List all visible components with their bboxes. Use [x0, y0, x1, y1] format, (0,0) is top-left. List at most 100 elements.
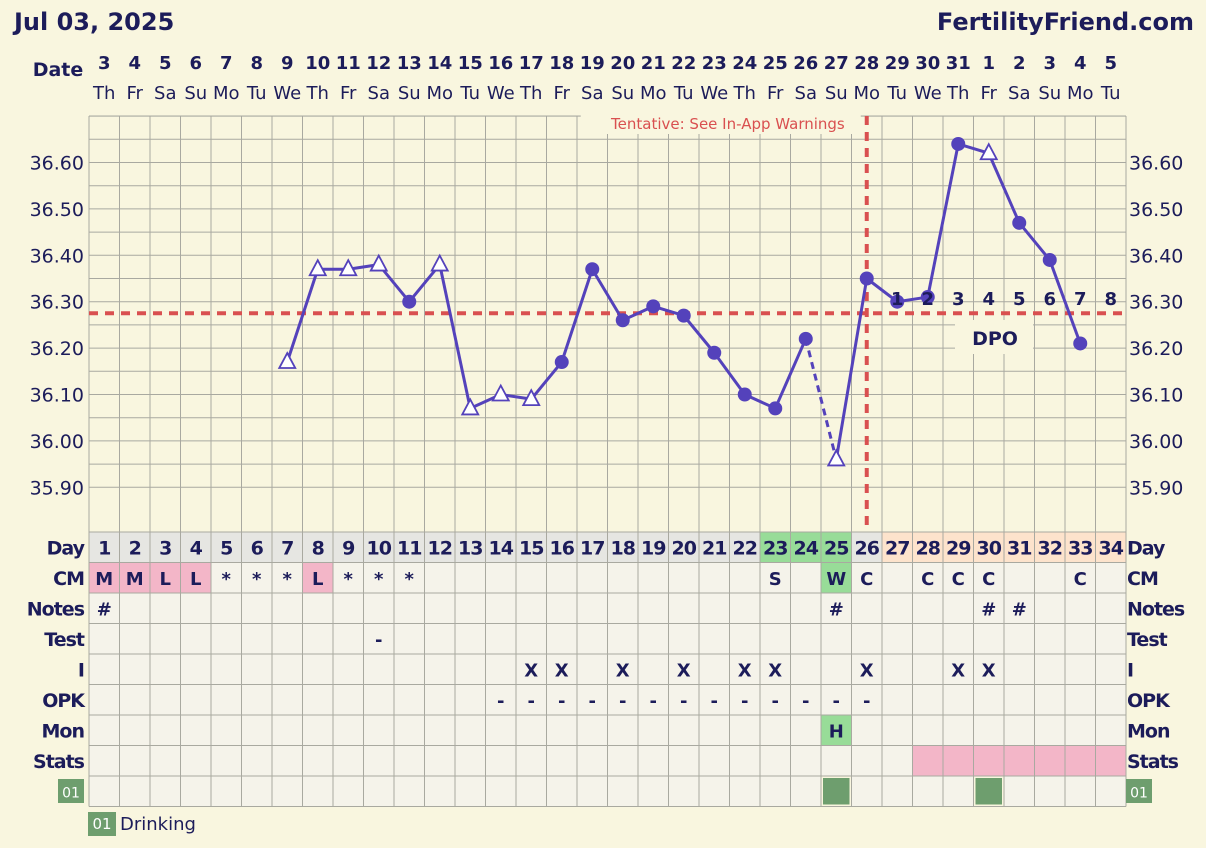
cell-intercourse: X	[555, 660, 569, 681]
table-cell	[1095, 562, 1126, 593]
table-cell	[699, 715, 730, 746]
table-cell	[272, 623, 303, 654]
table-cell	[882, 776, 913, 807]
table-cell	[1034, 776, 1065, 807]
table-cell	[607, 623, 638, 654]
temp-point-open	[460, 397, 480, 416]
table-cell	[943, 776, 974, 807]
cell-opk: -	[802, 691, 809, 712]
table-cell	[455, 745, 486, 776]
table-cell	[790, 776, 821, 807]
table-cell	[851, 654, 882, 685]
table-cell	[790, 562, 821, 593]
table-cell	[211, 776, 242, 807]
temp-line	[590, 268, 625, 322]
table-cell	[577, 745, 608, 776]
weekday-label: Sa	[795, 83, 817, 104]
temp-point-open	[277, 351, 297, 369]
table-cell	[851, 776, 882, 807]
weekday-label: Fr	[127, 83, 144, 104]
date-label: 30	[915, 53, 940, 74]
temp-point	[585, 262, 600, 277]
table-cell	[211, 654, 242, 685]
temp-point-open	[491, 383, 511, 402]
table-cell	[455, 684, 486, 715]
custom-legend: 01 Drinking	[88, 812, 196, 836]
y-tick-label-right: 36.40	[1129, 245, 1183, 267]
table-cell	[211, 623, 242, 654]
temp-point	[402, 294, 417, 309]
date-label: 10	[305, 53, 330, 74]
table-cell	[851, 532, 882, 563]
weekday-label: We	[487, 83, 515, 104]
table-cell	[302, 593, 333, 624]
table-cell	[943, 715, 974, 746]
table-cell	[180, 623, 211, 654]
table-cell	[394, 623, 425, 654]
table-cell	[760, 623, 791, 654]
cell-day: 21	[702, 537, 726, 559]
table-cell	[302, 745, 333, 776]
table-cell	[394, 776, 425, 807]
table-cell	[363, 532, 394, 563]
table-cell	[973, 532, 1004, 563]
date-label: 17	[519, 53, 544, 74]
table-cell	[943, 623, 974, 654]
temp-line	[987, 152, 1021, 224]
table-cell	[150, 715, 181, 746]
table-cell	[89, 776, 120, 807]
table-cell	[424, 745, 455, 776]
date-label: 22	[671, 53, 696, 74]
table-cell	[638, 776, 669, 807]
table-cell	[1004, 776, 1035, 807]
table-cell	[455, 654, 486, 685]
cell-cm: L	[190, 569, 201, 590]
cell-opk: -	[680, 691, 687, 712]
y-tick-label-left: 36.50	[30, 199, 84, 221]
weekday-label: Mo	[213, 83, 240, 104]
table-cell	[790, 532, 821, 563]
table-cell	[699, 684, 730, 715]
table-cell	[823, 778, 850, 805]
custom-code-left: 01	[62, 785, 80, 801]
table-cell	[241, 562, 272, 593]
table-cell	[424, 623, 455, 654]
table-cell	[851, 715, 882, 746]
table-cell	[180, 593, 211, 624]
date-label: 18	[549, 53, 574, 74]
dpo-number: 6	[1043, 289, 1056, 310]
cell-opk: -	[589, 691, 596, 712]
cell-cm: M	[95, 569, 113, 590]
table-cell	[180, 745, 211, 776]
table-cell	[180, 532, 211, 563]
table-cell	[89, 715, 120, 746]
date-label: 28	[854, 53, 879, 74]
cell-cm: *	[222, 569, 232, 590]
cell-day: 24	[794, 537, 819, 559]
table-cell	[729, 745, 760, 776]
table-cell	[241, 623, 272, 654]
temp-point-open	[338, 258, 358, 277]
table-cell	[912, 623, 943, 654]
table-cell	[699, 562, 730, 593]
cell-cm: C	[982, 569, 995, 590]
table-cell	[211, 593, 242, 624]
temp-point-open	[430, 253, 450, 272]
table-cell	[363, 684, 394, 715]
table-cell	[1095, 623, 1126, 654]
cell-opk: -	[772, 691, 779, 712]
table-cell	[577, 593, 608, 624]
temp-line	[773, 338, 808, 410]
cell-opk: -	[711, 691, 718, 712]
table-cell	[790, 654, 821, 685]
date-label: 8	[250, 53, 263, 74]
table-cell	[516, 532, 547, 563]
table-cell	[882, 654, 913, 685]
y-tick-label-right: 36.50	[1129, 199, 1183, 221]
table-cell	[577, 623, 608, 654]
table-cell	[1004, 623, 1035, 654]
table-cell	[851, 745, 882, 776]
table-cell	[729, 684, 760, 715]
date-label: 27	[824, 53, 849, 74]
cell-intercourse: X	[860, 660, 874, 681]
